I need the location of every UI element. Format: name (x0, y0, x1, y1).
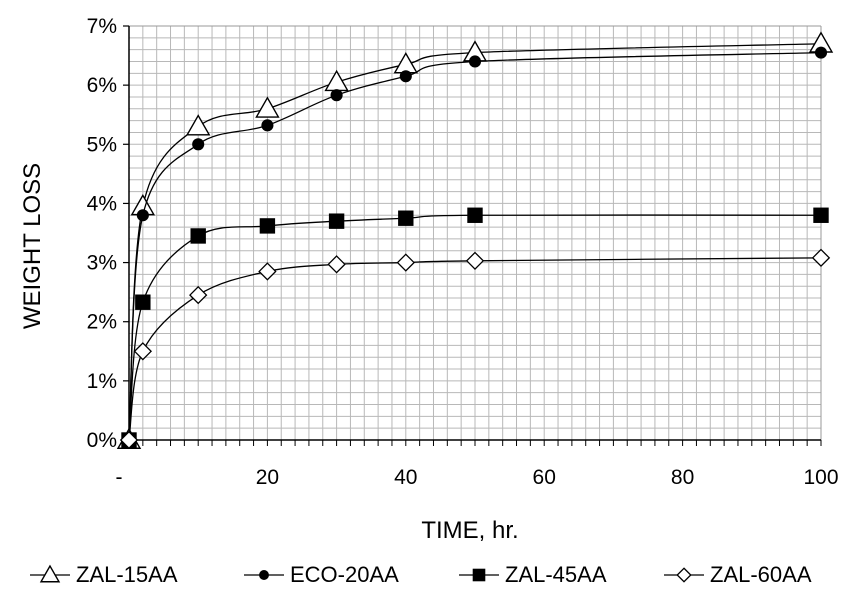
y-tick-label: 6% (87, 74, 117, 97)
data-point-square (472, 568, 486, 582)
x-tick-label: 80 (671, 466, 694, 489)
data-point-square (259, 218, 276, 234)
data-point-triangle (39, 564, 61, 583)
legend-item: ECO-20AA (244, 562, 399, 587)
data-point-triangle (185, 114, 211, 136)
data-point-diamond (258, 262, 277, 281)
data-point-circle (192, 138, 205, 151)
data-point-triangle (255, 96, 280, 118)
y-tick-label: 2% (87, 311, 117, 334)
x-tick-label: 40 (394, 466, 417, 489)
x-tick-label: - (116, 466, 123, 489)
data-point-circle (399, 70, 412, 83)
legend-label: ECO-20AA (290, 562, 399, 587)
data-point-circle (814, 46, 828, 59)
legend-item: ZAL-15AA (30, 562, 178, 587)
data-point-diamond (465, 251, 485, 270)
data-point-square (328, 213, 345, 229)
data-point-circle (259, 570, 269, 580)
series (116, 31, 834, 450)
x-axis-title: TIME, hr. (421, 517, 518, 544)
grid (129, 26, 821, 440)
data-point-square (398, 210, 414, 226)
legend-label: ZAL-60AA (710, 562, 812, 587)
data-point-diamond (119, 430, 139, 450)
data-point-square (190, 228, 206, 244)
y-tick-labels: 0% 1% 2% 3% 4% 5% 6% 7% (87, 15, 117, 452)
y-tick-label: 1% (87, 370, 117, 393)
data-point-diamond (133, 342, 153, 361)
data-point-diamond (327, 255, 346, 274)
series-zal-60aa (119, 248, 831, 450)
y-tick-label: 0% (87, 429, 117, 452)
x-tick-label: 20 (256, 466, 279, 489)
legend-item: ZAL-45AA (459, 562, 607, 587)
legend-label: ZAL-45AA (505, 562, 607, 587)
legend: ZAL-15AA ECO-20AA ZAL-45AA ZAL-60AA (30, 562, 812, 587)
data-point-circle (136, 209, 149, 222)
data-point-square (813, 207, 829, 223)
data-point-diamond (811, 248, 831, 268)
y-tick-label: 4% (87, 192, 117, 215)
series-zal-45aa (121, 207, 829, 448)
data-point-square (467, 207, 483, 223)
data-point-diamond (396, 253, 415, 272)
y-tick-label: 5% (87, 133, 117, 156)
x-tick-label: 60 (533, 466, 556, 489)
data-point-triangle (393, 52, 419, 74)
data-point-triangle (324, 69, 349, 92)
data-point-diamond (676, 567, 692, 583)
y-axis-title: WEIGHT LOSS (19, 163, 46, 329)
legend-label: ZAL-15AA (76, 562, 178, 587)
y-tick-label: 3% (87, 252, 117, 275)
series-line (128, 51, 822, 441)
y-tick-label: 7% (87, 15, 117, 38)
legend-item: ZAL-60AA (664, 562, 812, 587)
data-point-circle (330, 89, 343, 102)
x-tick-labels: - 20 40 60 80 100 (116, 466, 839, 489)
x-tick-label: 100 (803, 466, 838, 489)
data-point-diamond (189, 285, 208, 305)
axes (123, 25, 822, 446)
data-point-square (135, 294, 151, 310)
data-point-circle (261, 119, 274, 132)
data-point-circle (468, 55, 482, 68)
